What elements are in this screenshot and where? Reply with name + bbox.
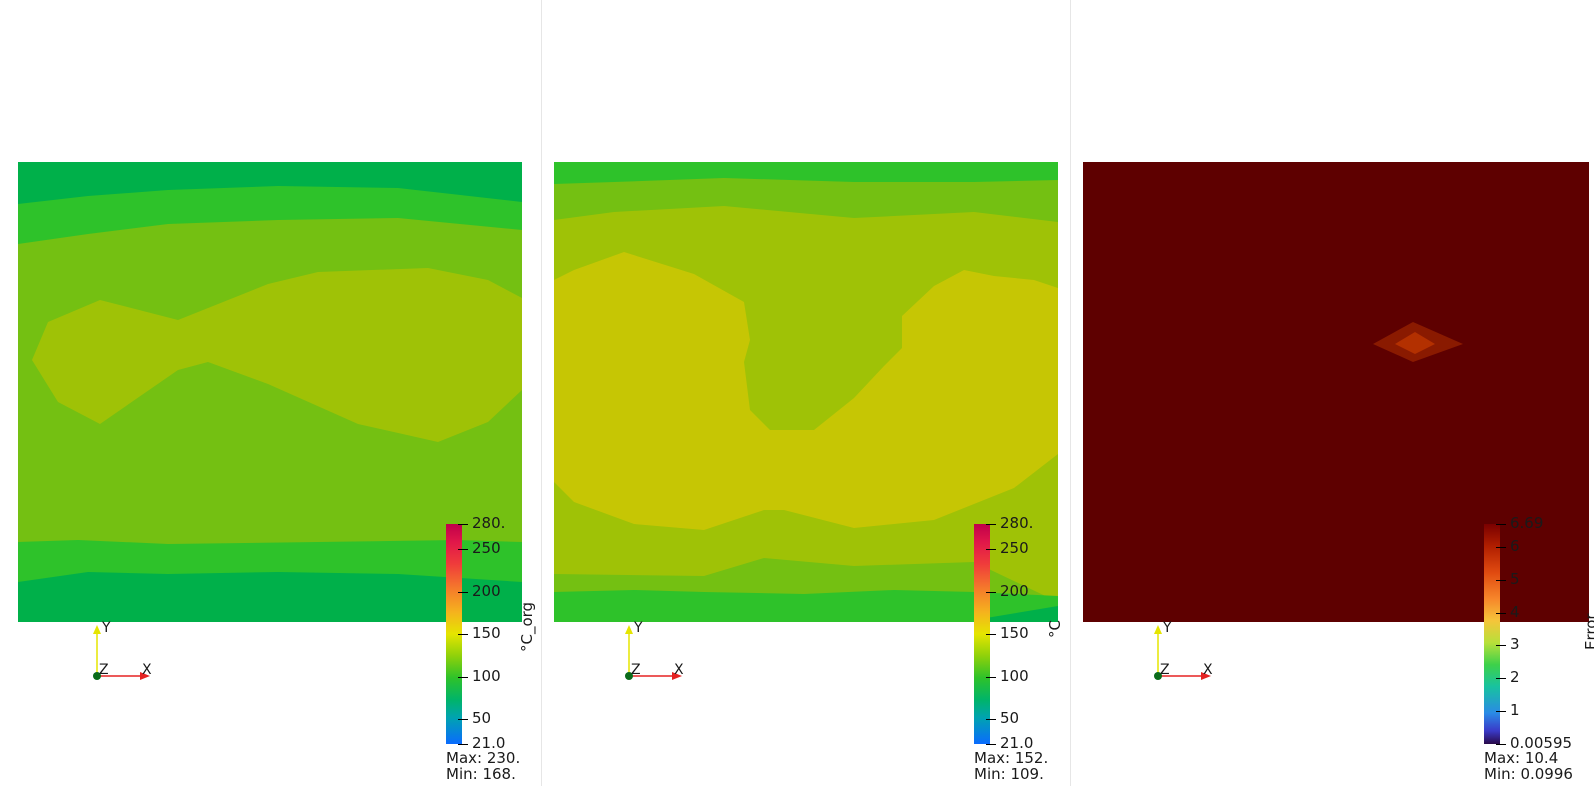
range-stats: Max: 230. Min: 168. bbox=[446, 750, 520, 782]
colorbar-tick-label: 250 bbox=[1000, 539, 1029, 557]
min-value: Min: 109. bbox=[974, 765, 1044, 783]
axes-triad-icon bbox=[625, 625, 682, 680]
contour-field-error bbox=[1083, 162, 1589, 622]
colorbar-tick-label: 100 bbox=[1000, 667, 1029, 685]
view-original[interactable]: Y Z X 280. 250 200 150 100 50 21.0 °C_org Max:… bbox=[0, 0, 536, 786]
colorbar-tick bbox=[986, 744, 996, 745]
min-value: Min: 168. bbox=[446, 765, 516, 783]
colorbar-tick-label: 200 bbox=[1000, 582, 1029, 600]
contour-plot-predicted[interactable] bbox=[554, 162, 1058, 622]
view-divider[interactable] bbox=[1070, 0, 1071, 786]
colorbar-tick-label: 6.69 bbox=[1510, 514, 1544, 532]
colorbar-tick bbox=[1496, 547, 1506, 548]
colorbar-tick bbox=[986, 677, 996, 678]
axes-triad-icon bbox=[93, 625, 150, 680]
colorbar-tick-label: 3 bbox=[1510, 635, 1520, 653]
colorbar-gradient bbox=[1484, 524, 1500, 744]
colorbar-tick bbox=[986, 634, 996, 635]
orientation-axes: Y Z X bbox=[90, 620, 170, 690]
colorbar-tick bbox=[458, 744, 468, 745]
colorbar-gradient bbox=[974, 524, 990, 744]
contour-field-predicted bbox=[554, 162, 1058, 622]
colorbar-tick-label: 100 bbox=[472, 667, 501, 685]
axis-x-label: X bbox=[142, 662, 152, 678]
range-stats: Max: 152. Min: 109. bbox=[974, 750, 1048, 782]
axis-z-label: Z bbox=[99, 662, 109, 678]
orientation-axes: Y Z X bbox=[622, 620, 702, 690]
axis-y-label: Y bbox=[1163, 620, 1172, 636]
colorbar-tick bbox=[458, 719, 468, 720]
view-predicted[interactable]: Y Z X 280. 250 200 150 100 50 21.0 °C Max: 152… bbox=[542, 0, 1070, 786]
band-bottom-dark bbox=[18, 572, 522, 622]
colorbar-tick-label: 5 bbox=[1510, 570, 1520, 588]
colorbar-tick bbox=[1496, 711, 1506, 712]
max-value: Max: 230. bbox=[446, 749, 521, 767]
axis-z-label: Z bbox=[631, 662, 641, 678]
colorbar-tick bbox=[1496, 678, 1506, 679]
colorbar-tick bbox=[458, 592, 468, 593]
colorbar-tick bbox=[986, 719, 996, 720]
colorbar-tick-label: 200 bbox=[472, 582, 501, 600]
band-error-low bbox=[1083, 162, 1589, 622]
colorbar-tick-label: 6 bbox=[1510, 537, 1520, 555]
band-yellow-green bbox=[32, 268, 522, 442]
error-spot-inner bbox=[1395, 332, 1435, 354]
colorbar-tick-label: 2 bbox=[1510, 668, 1520, 686]
colorbar-gradient bbox=[446, 524, 462, 744]
band-top-dark bbox=[18, 162, 522, 204]
colorbar-tick-label: 50 bbox=[472, 709, 492, 727]
colorbar-tick-label: 4 bbox=[1510, 603, 1520, 621]
band-yellow bbox=[554, 252, 1058, 530]
axes-triad-icon bbox=[1154, 625, 1211, 680]
colorbar-tick-label: 21.0 bbox=[472, 734, 506, 752]
axis-x-label: X bbox=[674, 662, 684, 678]
view-error[interactable]: Y Z X 6.69 6 5 4 3 2 1 0.00595 Error Max: 10.4 … bbox=[1071, 0, 1594, 786]
contour-field-original bbox=[18, 162, 522, 622]
colorbar-tick bbox=[986, 549, 996, 550]
colorbar-tick-label: 250 bbox=[472, 539, 501, 557]
colorbar-tick bbox=[1496, 580, 1506, 581]
axis-y-label: Y bbox=[634, 620, 643, 636]
colorbar-tick bbox=[986, 592, 996, 593]
colorbar-tick-label: 1 bbox=[1510, 701, 1520, 719]
band-corner-dark bbox=[974, 606, 1058, 622]
colorbar-tick bbox=[1496, 613, 1506, 614]
orientation-axes: Y Z X bbox=[1151, 620, 1231, 690]
colorbar-tick bbox=[1496, 524, 1506, 525]
axis-z-label: Z bbox=[1160, 662, 1170, 678]
min-value: Min: 0.0996 bbox=[1484, 765, 1573, 783]
colorbar-tick bbox=[458, 677, 468, 678]
axis-y-label: Y bbox=[102, 620, 111, 636]
colorbar-tick-label: 280. bbox=[472, 514, 506, 532]
max-value: Max: 152. bbox=[974, 749, 1049, 767]
colorbar-title: °C bbox=[1046, 620, 1064, 638]
colorbar-title: Error bbox=[1582, 613, 1594, 650]
colorbar-tick bbox=[1496, 744, 1506, 745]
view-divider[interactable] bbox=[541, 0, 542, 786]
band-top-green bbox=[554, 162, 1058, 184]
colorbar-tick-label: 21.0 bbox=[1000, 734, 1034, 752]
colorbar-tick-label: 50 bbox=[1000, 709, 1020, 727]
band-bottom-green bbox=[554, 590, 1058, 622]
axis-x-label: X bbox=[1203, 662, 1213, 678]
max-value: Max: 10.4 bbox=[1484, 749, 1559, 767]
contour-plot-error[interactable] bbox=[1083, 162, 1589, 622]
colorbar-tick bbox=[458, 634, 468, 635]
colorbar-tick-label: 150 bbox=[1000, 624, 1029, 642]
colorbar-tick bbox=[458, 524, 468, 525]
colorbar-tick-label: 150 bbox=[472, 624, 501, 642]
colorbar-title: °C_org bbox=[518, 601, 536, 652]
colorbar-tick bbox=[458, 549, 468, 550]
colorbar-tick bbox=[1496, 645, 1506, 646]
range-stats: Max: 10.4 Min: 0.0996 bbox=[1484, 750, 1573, 782]
colorbar-tick-label: 280. bbox=[1000, 514, 1034, 532]
colorbar-tick bbox=[986, 524, 996, 525]
colorbar-tick-label: 0.00595 bbox=[1510, 734, 1573, 752]
contour-plot-original[interactable] bbox=[18, 162, 522, 622]
